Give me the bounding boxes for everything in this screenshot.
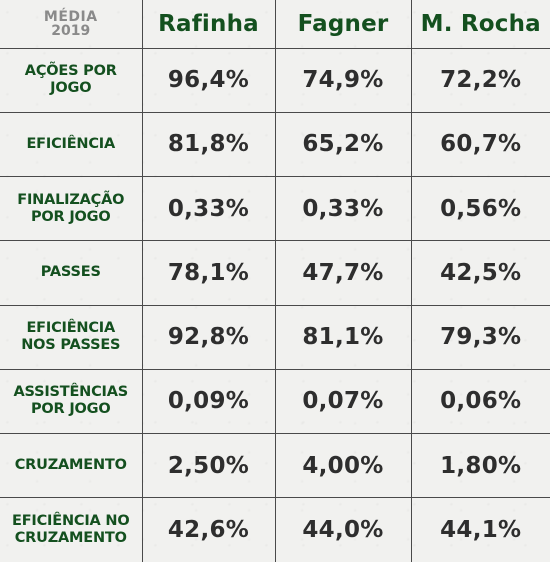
value-cell: 0,09% (141, 368, 276, 435)
value-cell: 0,33% (141, 175, 276, 242)
value-cell: 72,2% (410, 47, 550, 113)
value-cell: 78,1% (141, 240, 276, 306)
value-cell: 0,56% (410, 175, 550, 242)
header-row: MÉDIA 2019 Rafinha Fagner M. Rocha (0, 0, 550, 49)
value-cell: 44,1% (410, 497, 550, 562)
value-cell: 0,07% (274, 368, 412, 435)
value-cell: 60,7% (410, 111, 550, 178)
player-header-fagner: Fagner (274, 0, 412, 49)
value-cell: 79,3% (410, 304, 550, 370)
metric-label: AÇÕES POR JOGO (0, 47, 143, 113)
value-cell: 44,0% (274, 497, 412, 562)
corner-year: 2019 (51, 22, 91, 39)
metric-label: EFICIÊNCIA (0, 111, 143, 178)
table-row: ASSISTÊNCIAS POR JOGO 0,09% 0,07% 0,06% (0, 368, 550, 435)
metric-label: PASSES (0, 240, 143, 306)
table-row: AÇÕES POR JOGO 96,4% 74,9% 72,2% (0, 47, 550, 113)
value-cell: 81,8% (141, 111, 276, 178)
value-cell: 42,6% (141, 497, 276, 562)
value-cell: 4,00% (274, 432, 412, 499)
table-row: FINALIZAÇÃO POR JOGO 0,33% 0,33% 0,56% (0, 175, 550, 242)
corner-cell: MÉDIA 2019 (0, 0, 143, 49)
value-cell: 65,2% (274, 111, 412, 178)
corner-title: MÉDIA (43, 8, 98, 25)
table-row: EFICIÊNCIA 81,8% 65,2% 60,7% (0, 111, 550, 178)
player-header-m-rocha: M. Rocha (410, 0, 550, 49)
value-cell: 0,06% (410, 368, 550, 435)
metric-label: EFICIÊNCIA NO CRUZAMENTO (0, 497, 143, 562)
value-cell: 47,7% (274, 240, 412, 306)
value-cell: 0,33% (274, 175, 412, 242)
value-cell: 1,80% (410, 432, 550, 499)
metric-label: CRUZAMENTO (0, 432, 143, 499)
value-cell: 2,50% (141, 432, 276, 499)
player-header-rafinha: Rafinha (141, 0, 276, 49)
metric-label: ASSISTÊNCIAS POR JOGO (0, 368, 143, 435)
table-row: EFICIÊNCIA NOS PASSES 92,8% 81,1% 79,3% (0, 304, 550, 370)
value-cell: 96,4% (141, 47, 276, 113)
value-cell: 74,9% (274, 47, 412, 113)
value-cell: 42,5% (410, 240, 550, 306)
metric-label: EFICIÊNCIA NOS PASSES (0, 304, 143, 370)
table-row: CRUZAMENTO 2,50% 4,00% 1,80% (0, 432, 550, 499)
value-cell: 81,1% (274, 304, 412, 370)
table-row: EFICIÊNCIA NO CRUZAMENTO 42,6% 44,0% 44,… (0, 497, 550, 562)
value-cell: 92,8% (141, 304, 276, 370)
table-row: PASSES 78,1% 47,7% 42,5% (0, 240, 550, 306)
metric-label: FINALIZAÇÃO POR JOGO (0, 175, 143, 242)
